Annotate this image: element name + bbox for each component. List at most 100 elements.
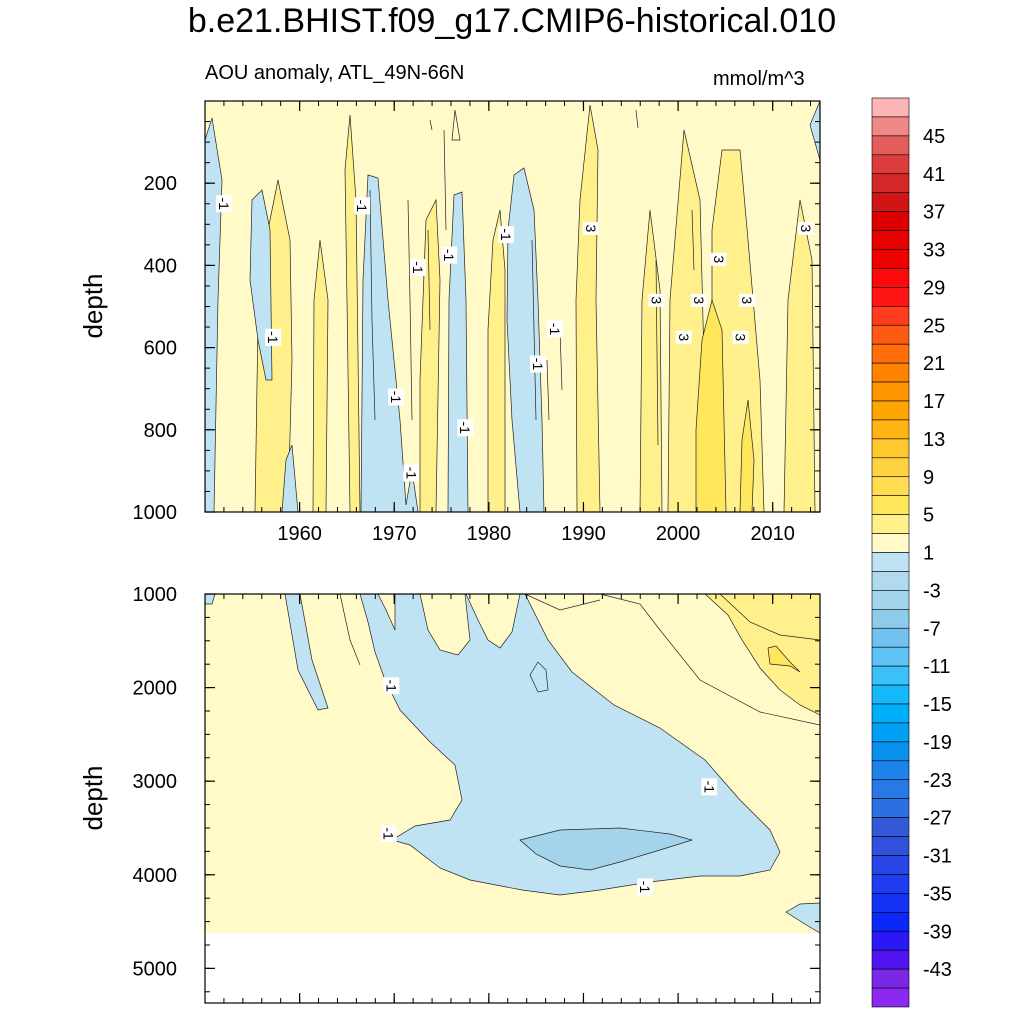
colorbar-label: -3 [923, 580, 941, 602]
contour-label-box [547, 320, 564, 338]
contour-label-box [383, 677, 400, 695]
pos-region [312, 239, 329, 512]
contour-label-box [457, 419, 474, 437]
contour-label-box [530, 355, 547, 373]
contour-label-text: -1 [354, 200, 370, 213]
contour-line [369, 189, 376, 421]
colorbar-swatch [871, 457, 910, 478]
contour-label-text: 3 [739, 296, 755, 304]
colorbar-label: 9 [923, 467, 934, 489]
colorbar-swatch [871, 173, 910, 193]
colorbar-label: -35 [923, 883, 952, 905]
y-tick-label: 1000 [133, 584, 178, 606]
colorbar-swatch [871, 343, 910, 364]
colorbar-swatch [871, 627, 910, 648]
colorbar-swatch [871, 930, 910, 951]
colorbar-swatch [871, 665, 910, 686]
contour-label-box [583, 221, 600, 235]
contour-label: -1 [701, 778, 718, 796]
colorbar-label: 21 [923, 353, 945, 375]
colorbar-label: -7 [923, 618, 941, 640]
contour-label-text: 3 [691, 296, 707, 304]
y-tick-label: 600 [144, 338, 177, 360]
contour-label: -1 [547, 320, 564, 338]
contour-line [559, 329, 563, 391]
contour-label: -1 [383, 677, 400, 695]
contour-label: -1 [636, 878, 653, 896]
colorbar-swatch [871, 362, 910, 383]
contour-label-text: -1 [547, 323, 563, 336]
contour-label-box [648, 293, 665, 307]
contour-label: -1 [388, 388, 405, 406]
contour-line [427, 229, 431, 331]
colorbar-label: -39 [923, 921, 952, 943]
contour-line [599, 594, 820, 726]
contour-line [691, 209, 695, 271]
colorbar-labels: 45 41 37 33 29 25 21 17 13 9 5 1 -3 -7 -11 -15 -19 -23 -27… [923, 126, 952, 981]
contour-label-box [265, 328, 282, 346]
pos-region [377, 594, 396, 631]
colorbar-label: 5 [923, 505, 934, 527]
contour-label-box [441, 246, 458, 264]
x-tick-label: 1960 [277, 523, 322, 545]
panel-subtitle: AOU anomaly, ATL_49N-66N [205, 62, 465, 84]
contour-label-text: 3 [798, 225, 814, 233]
contour-label-box [497, 226, 514, 244]
contour-label-text: -1 [381, 827, 397, 840]
colorbar-label: -31 [923, 846, 952, 868]
contour-line [635, 109, 639, 129]
colorbar-swatch [871, 419, 910, 440]
contour-label-text: 3 [583, 225, 599, 233]
colorbar-swatch [871, 741, 910, 762]
colorbar-swatch [871, 798, 910, 818]
colorbar-swatch [871, 836, 910, 856]
contour-label-box [739, 293, 756, 307]
colorbar-swatch [871, 609, 910, 629]
contour-line [546, 359, 550, 421]
colorbar-swatch [871, 116, 910, 137]
contour-label: -1 [457, 419, 474, 437]
contour-label-box [636, 878, 653, 896]
contour-label: 3 [648, 293, 665, 307]
neg-region [284, 594, 329, 711]
colorbar-swatch [871, 874, 910, 894]
contour-line [524, 594, 601, 611]
neg-region [529, 661, 549, 693]
lower-y-axis-label: depth [78, 765, 108, 830]
contour-label: 3 [710, 252, 727, 266]
colorbar-swatch [871, 381, 910, 402]
contour-line [531, 239, 537, 421]
pos-region [704, 594, 820, 716]
neg-region [205, 594, 216, 605]
colorbar-label: 17 [923, 391, 945, 413]
y-tick-label: 800 [144, 420, 177, 442]
contour-label-box [710, 252, 727, 266]
colorbar-swatch [871, 684, 910, 705]
colorbar-swatch [871, 400, 910, 421]
colorbar-label: -11 [923, 656, 950, 678]
colorbar-label: 33 [923, 240, 945, 262]
contour-line [719, 594, 820, 641]
colorbar-swatch [871, 192, 910, 212]
contour-label-box [701, 778, 718, 796]
contour-label-box [690, 293, 707, 307]
contour-label: 3 [583, 221, 600, 235]
contour-label-text: -1 [403, 467, 419, 480]
x-tick-label: 1970 [372, 523, 417, 545]
upper-axis-ticks: 1960 1970 1980 1990 2000 2010 200 400 600 800 1000 [133, 100, 820, 545]
contour-label: 3 [797, 221, 814, 235]
colorbar-swatch [871, 268, 910, 288]
colorbar-boxes [871, 97, 910, 1008]
contour-label: -1 [403, 464, 420, 482]
neg-region [359, 594, 781, 896]
colorbar-label: 1 [923, 543, 934, 565]
lower-frame [204, 593, 821, 1004]
y-tick-label: 1000 [133, 502, 178, 524]
colorbar-swatch [871, 590, 910, 610]
contour-label-text: 3 [676, 333, 692, 341]
colorbar-swatch [871, 324, 910, 345]
colorbar-swatch [871, 893, 910, 913]
contour-label-text: -1 [383, 679, 399, 692]
neg-region [785, 902, 820, 934]
